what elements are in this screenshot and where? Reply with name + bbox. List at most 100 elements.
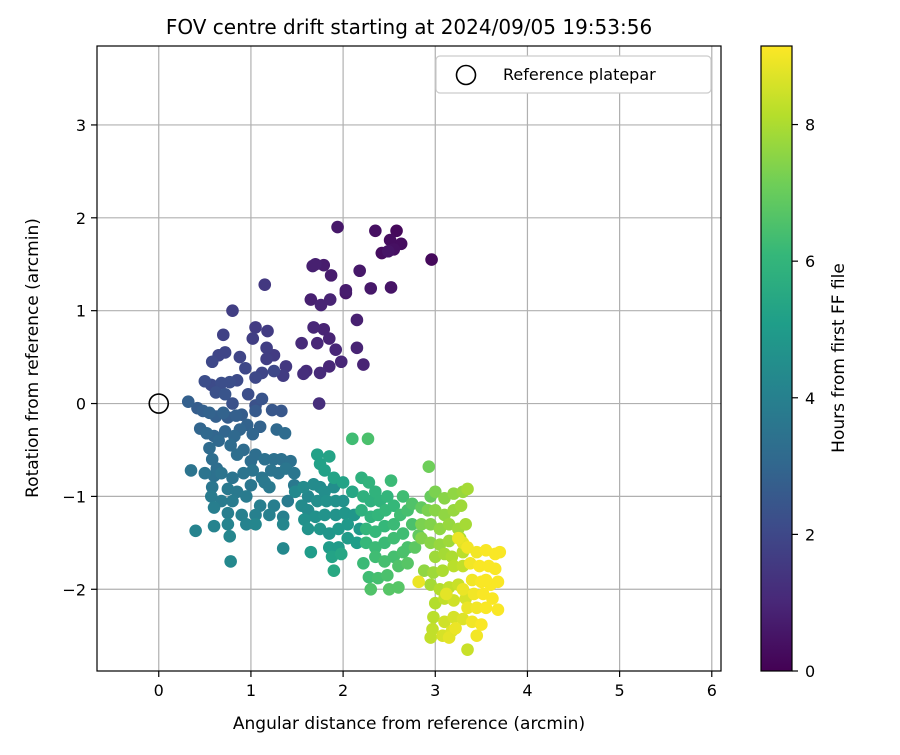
data-point (401, 556, 414, 570)
data-point (491, 575, 505, 589)
data-point (428, 485, 442, 499)
data-point (381, 569, 394, 582)
data-point (230, 448, 244, 461)
data-point (212, 434, 225, 447)
data-point (412, 575, 425, 589)
data-point (339, 283, 353, 297)
data-point (384, 281, 398, 294)
data-point (304, 545, 318, 559)
data-point (424, 631, 437, 644)
x-tick-label: 6 (707, 681, 717, 700)
x-tick-label: 0 (154, 681, 164, 700)
data-point (361, 432, 375, 446)
colorbar-tick-label: 8 (805, 116, 815, 135)
data-point (223, 530, 237, 543)
data-point (239, 361, 252, 375)
colorbar-ticks: 0 2 4 6 8 (792, 116, 815, 681)
colorbar-label: Hours from first FF file (829, 263, 849, 453)
data-point (200, 426, 213, 440)
y-tick-label: 3 (76, 116, 86, 135)
data-point (281, 494, 295, 508)
data-point (488, 562, 502, 576)
data-point (221, 517, 235, 531)
data-point (255, 392, 269, 406)
data-point (387, 517, 401, 531)
data-point (314, 298, 328, 312)
data-point (362, 570, 376, 584)
data-point (261, 324, 274, 338)
data-point (313, 366, 327, 380)
legend-entry-label: Reference platepar (503, 65, 656, 84)
data-point (240, 517, 253, 531)
data-point (263, 508, 276, 522)
data-point (346, 432, 359, 446)
data-point (241, 387, 255, 401)
data-point (405, 517, 419, 531)
legend: Reference platepar (435, 55, 712, 94)
data-point (415, 517, 428, 531)
data-point (387, 499, 401, 512)
data-point (442, 631, 456, 644)
data-point (336, 494, 350, 508)
data-point (454, 499, 468, 512)
data-point (189, 524, 202, 538)
data-point (198, 466, 212, 480)
data-point (364, 494, 378, 508)
data-point (301, 522, 315, 536)
data-point (390, 224, 403, 238)
data-point (317, 322, 331, 336)
data-point (364, 282, 378, 295)
data-point (181, 395, 195, 408)
data-point (249, 404, 262, 418)
data-point (249, 371, 262, 384)
data-point (467, 587, 481, 601)
data-point (205, 452, 219, 466)
data-point (327, 564, 341, 578)
colorbar-tick-label: 4 (805, 389, 815, 408)
data-point (461, 601, 474, 615)
data-point (341, 517, 355, 531)
data-point (425, 253, 438, 266)
data-point (235, 508, 249, 522)
data-point (309, 257, 322, 271)
x-tick-label: 2 (338, 681, 348, 700)
data-point (276, 542, 290, 555)
data-point (184, 464, 198, 477)
colorbar-tick-label: 2 (805, 525, 815, 544)
data-point (322, 450, 336, 463)
x-tick-label: 4 (522, 681, 532, 700)
x-tick-label: 5 (615, 681, 625, 700)
data-point (334, 355, 348, 369)
data-point (246, 332, 260, 345)
colorbar-gradient (760, 45, 793, 672)
data-point (198, 374, 212, 388)
data-point (459, 517, 472, 531)
data-point (357, 358, 370, 371)
data-point (276, 517, 290, 531)
data-point (452, 531, 465, 545)
data-point (295, 336, 308, 350)
data-point (216, 328, 230, 342)
data-point (223, 375, 237, 389)
data-point (221, 506, 235, 520)
y-tick-label: −2 (62, 580, 86, 599)
data-point (355, 504, 368, 517)
data-point (427, 610, 440, 624)
data-point (205, 355, 219, 369)
x-tick-label: 3 (430, 681, 440, 700)
data-point (226, 471, 239, 485)
y-tick-label: −1 (62, 487, 86, 506)
data-point (336, 476, 350, 489)
data-point (422, 460, 436, 473)
data-point (229, 409, 243, 422)
data-point (265, 403, 279, 417)
data-point (357, 556, 370, 570)
data-point (346, 485, 359, 499)
y-tick-label: 0 (76, 395, 86, 414)
data-point (244, 478, 258, 492)
data-point (331, 220, 344, 234)
data-point (312, 397, 326, 410)
data-point (203, 441, 216, 455)
